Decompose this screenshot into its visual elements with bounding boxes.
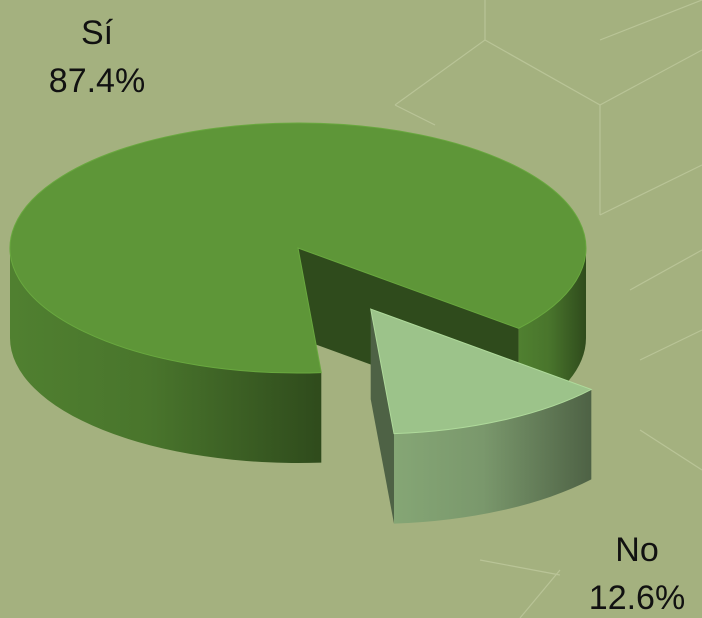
- slice-wall: [370, 309, 394, 524]
- pie-slice: [370, 308, 593, 524]
- category-label: Sí: [81, 14, 114, 52]
- background-grid: [394, 0, 702, 618]
- slice-top: [370, 308, 593, 435]
- category-label: No: [615, 531, 658, 569]
- value-label: 12.6%: [589, 579, 685, 617]
- slice-side: [10, 248, 322, 463]
- slice-top: [9, 122, 587, 374]
- slice-side: [393, 389, 592, 524]
- value-label: 87.4%: [49, 62, 145, 100]
